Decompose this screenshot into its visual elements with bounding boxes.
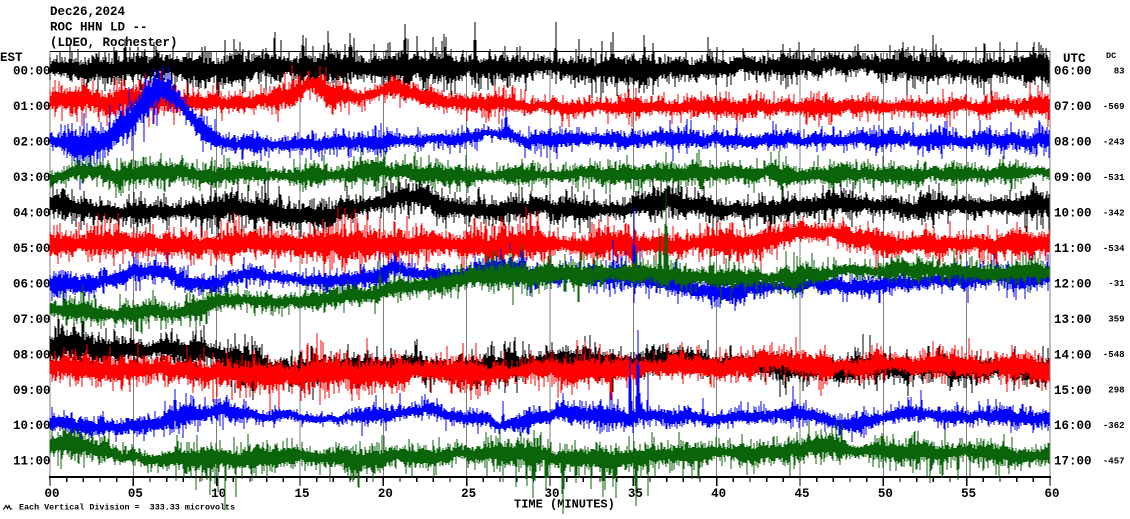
svg-text:07:00: 07:00 xyxy=(1054,100,1092,114)
svg-text:01:00: 01:00 xyxy=(13,100,51,114)
svg-text:08:00: 08:00 xyxy=(1054,136,1092,150)
svg-text:-342: -342 xyxy=(1103,208,1125,218)
svg-text:359: 359 xyxy=(1108,315,1124,325)
svg-text:(LDEO, Rochester): (LDEO, Rochester) xyxy=(50,36,178,50)
svg-text:02:00: 02:00 xyxy=(13,136,51,150)
svg-text:17:00: 17:00 xyxy=(1054,455,1092,469)
svg-text:83: 83 xyxy=(1114,67,1125,77)
svg-text:13:00: 13:00 xyxy=(1054,313,1092,327)
svg-text:15:00: 15:00 xyxy=(1054,384,1092,398)
svg-text:20: 20 xyxy=(378,487,393,501)
svg-text:07:00: 07:00 xyxy=(13,313,51,327)
svg-text:EST: EST xyxy=(0,51,23,65)
svg-text:08:00: 08:00 xyxy=(13,348,51,362)
svg-text:15: 15 xyxy=(294,487,309,501)
svg-text:05: 05 xyxy=(128,487,143,501)
svg-text:-457: -457 xyxy=(1103,457,1125,467)
svg-text:298: 298 xyxy=(1108,386,1124,396)
svg-text:00: 00 xyxy=(44,487,59,501)
svg-text:10:00: 10:00 xyxy=(1054,207,1092,221)
svg-text:10:00: 10:00 xyxy=(13,419,51,433)
svg-text:DC: DC xyxy=(1106,51,1116,61)
svg-text:30: 30 xyxy=(544,487,559,501)
svg-text:11:00: 11:00 xyxy=(13,455,51,469)
svg-text:25: 25 xyxy=(461,487,476,501)
svg-text:11:00: 11:00 xyxy=(1054,242,1092,256)
svg-text:-531: -531 xyxy=(1103,173,1125,183)
svg-text:-362: -362 xyxy=(1103,421,1125,431)
svg-text:TIME (MINUTES): TIME (MINUTES) xyxy=(514,498,615,512)
svg-text:-548: -548 xyxy=(1103,350,1125,360)
svg-text:55: 55 xyxy=(961,487,976,501)
svg-text:-534: -534 xyxy=(1103,244,1125,254)
svg-text:12:00: 12:00 xyxy=(1054,277,1092,291)
svg-text:04:00: 04:00 xyxy=(13,207,51,221)
svg-text:-243: -243 xyxy=(1103,137,1125,147)
svg-text:Dec26,2024: Dec26,2024 xyxy=(50,5,126,19)
svg-text:-31: -31 xyxy=(1108,279,1125,289)
svg-text:ROC HHN LD --: ROC HHN LD -- xyxy=(50,21,148,35)
svg-text:10: 10 xyxy=(211,487,226,501)
svg-text:09:00: 09:00 xyxy=(13,384,51,398)
svg-text:05:00: 05:00 xyxy=(13,242,51,256)
svg-text:45: 45 xyxy=(794,487,809,501)
svg-text:16:00: 16:00 xyxy=(1054,419,1092,433)
svg-text:60: 60 xyxy=(1044,487,1059,501)
svg-text:14:00: 14:00 xyxy=(1054,348,1092,362)
svg-text:UTC: UTC xyxy=(1063,52,1086,66)
svg-text:09:00: 09:00 xyxy=(1054,171,1092,185)
svg-text:03:00: 03:00 xyxy=(13,171,51,185)
svg-text:35: 35 xyxy=(628,487,643,501)
svg-text:00:00: 00:00 xyxy=(13,65,51,79)
svg-text:-569: -569 xyxy=(1103,102,1125,112)
svg-text:06:00: 06:00 xyxy=(13,277,51,291)
svg-text:Each Vertical Division = 333.: Each Vertical Division = 333.33 microvol… xyxy=(19,503,235,513)
svg-text:06:00: 06:00 xyxy=(1054,65,1092,79)
svg-text:40: 40 xyxy=(711,487,726,501)
svg-text:50: 50 xyxy=(878,487,893,501)
